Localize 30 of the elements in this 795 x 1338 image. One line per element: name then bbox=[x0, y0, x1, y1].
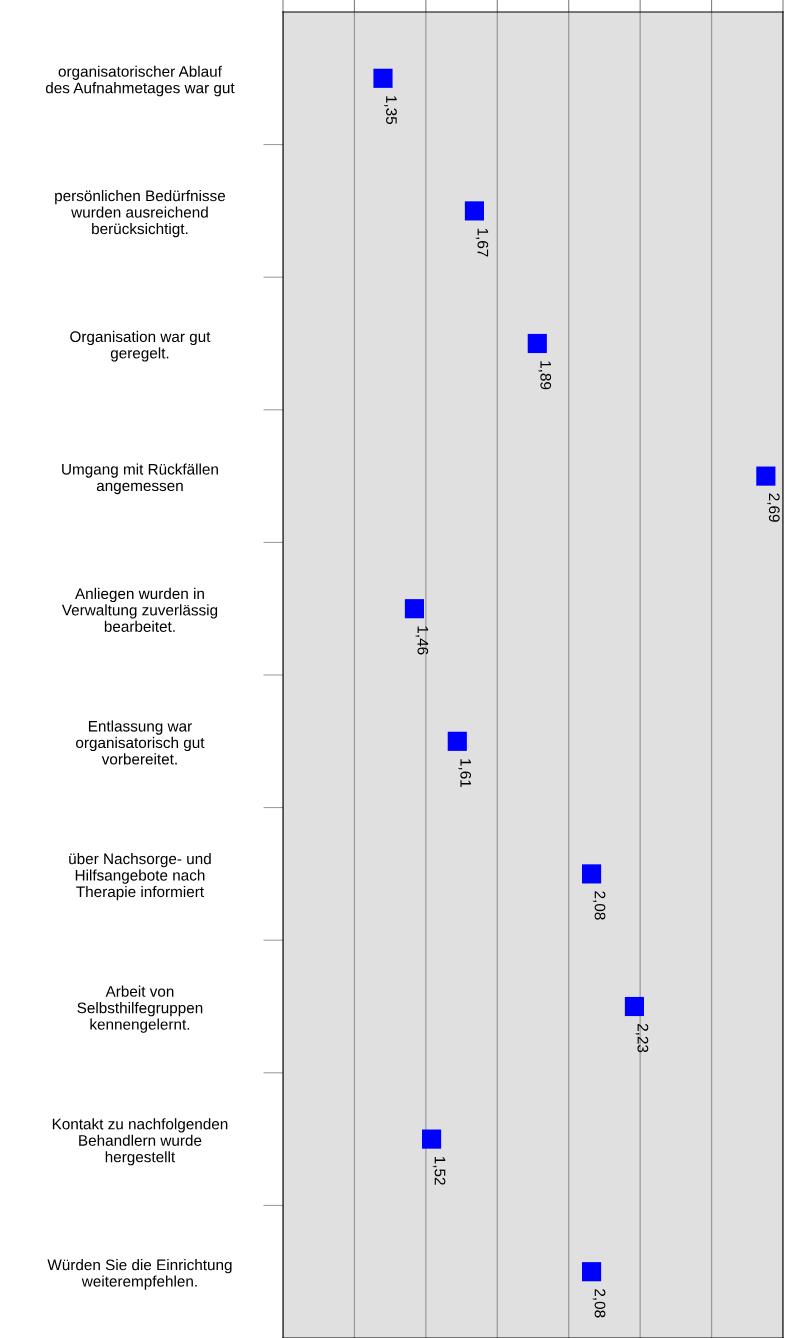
point bbox=[422, 1129, 442, 1149]
y-tick-label: Würden Sie die Einrichtung weiterempfehlen. bbox=[47, 1259, 232, 1290]
data-label: 1,52 bbox=[432, 1156, 446, 1185]
data-label: 2,69 bbox=[767, 493, 780, 522]
y-tick-label: Arbeit von Selbsthilfegruppen kennengelernt. bbox=[77, 985, 203, 1033]
y-tick-label: Kontakt zu nachfolgenden Behandlern wurde hergestellt bbox=[52, 1118, 228, 1166]
point bbox=[624, 996, 644, 1017]
y-tick-label: Umgang mit Rückfällen angemessen bbox=[62, 463, 218, 495]
point bbox=[756, 466, 776, 486]
point bbox=[582, 864, 602, 884]
data-label: 1,61 bbox=[458, 759, 472, 787]
y-tick-label: persönlichen Bedürfnisse wurden ausreichend berücksichtigt. bbox=[55, 190, 226, 238]
y-tick-label: organisatorischer Ablauf des Aufnahmetages war gut bbox=[45, 65, 235, 97]
point bbox=[404, 599, 424, 619]
data-label: 2,23 bbox=[635, 1023, 649, 1053]
point bbox=[373, 68, 393, 88]
data-label: 2,08 bbox=[592, 891, 606, 920]
data-label: 1,46 bbox=[415, 626, 429, 655]
point bbox=[464, 201, 484, 221]
point bbox=[447, 731, 467, 751]
y-tick-label: über Nachsorge- und Hilfsangebote nach Therapie informiert bbox=[69, 853, 211, 901]
y-tick-label: Organisation war gut geregelt. bbox=[70, 330, 211, 362]
point bbox=[582, 1262, 602, 1282]
data-label: 1,35 bbox=[384, 96, 397, 125]
y-tick-label: Anliegen wurden in Verwaltung zuverlässig bearbeitet. bbox=[61, 587, 218, 632]
point bbox=[527, 333, 547, 354]
data-label: 1,67 bbox=[475, 228, 489, 257]
data-label: 2,08 bbox=[592, 1289, 606, 1318]
y-tick-label: Entlassung war organisatorisch gut vorbereitet. bbox=[76, 720, 205, 765]
data-label: 1,89 bbox=[538, 361, 552, 390]
